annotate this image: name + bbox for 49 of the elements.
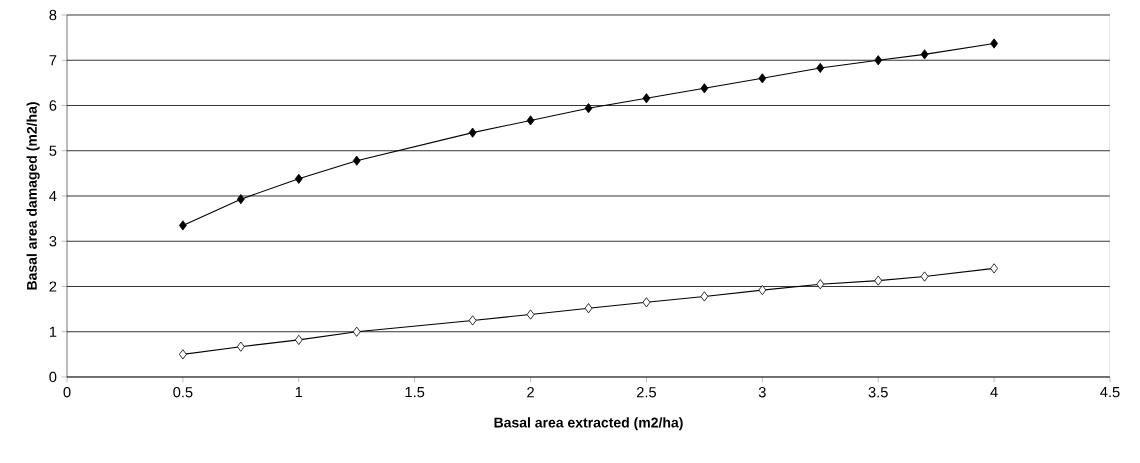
x-tick-label: 2.5 bbox=[636, 387, 657, 398]
y-axis-title: Basal area damaged (m2/ha) bbox=[26, 102, 40, 290]
y-tick-label: 6 bbox=[49, 100, 57, 111]
point bbox=[758, 73, 767, 84]
y-tick-label: 4 bbox=[49, 190, 57, 202]
point bbox=[236, 341, 245, 352]
point bbox=[816, 62, 825, 73]
point bbox=[584, 303, 593, 314]
y-tick-label: 5 bbox=[49, 145, 57, 156]
point bbox=[584, 103, 593, 114]
point bbox=[874, 55, 883, 66]
point bbox=[468, 127, 477, 138]
x-tick-label: 0.5 bbox=[173, 387, 193, 398]
point bbox=[526, 309, 535, 320]
y-tick-label: 1 bbox=[49, 326, 57, 337]
point bbox=[920, 271, 929, 282]
x-tick-label: 1 bbox=[295, 387, 303, 398]
point bbox=[816, 279, 825, 290]
x-tick-label: 3 bbox=[758, 387, 766, 398]
point bbox=[642, 297, 651, 308]
point bbox=[236, 194, 245, 205]
point bbox=[874, 275, 883, 286]
point bbox=[758, 285, 767, 296]
point bbox=[468, 315, 477, 326]
y-tick-label: 0 bbox=[49, 371, 57, 383]
x-tick-label: 4.5 bbox=[1100, 387, 1120, 398]
point bbox=[179, 349, 187, 360]
x-axis-title: Basal area extracted (m2/ha) bbox=[494, 417, 683, 431]
x-tick-label: 2 bbox=[527, 387, 534, 398]
y-tick-label: 8 bbox=[49, 9, 57, 21]
point bbox=[352, 326, 361, 337]
point bbox=[642, 93, 651, 104]
x-tick-label: 4 bbox=[990, 387, 998, 398]
x-tick-label: 3.5 bbox=[868, 387, 888, 398]
point bbox=[700, 291, 709, 302]
x-tick-label: 1.5 bbox=[405, 387, 425, 398]
point bbox=[294, 334, 303, 345]
point bbox=[179, 220, 187, 231]
y-tick-label: 2 bbox=[49, 281, 57, 292]
point bbox=[352, 155, 361, 166]
y-tick-label: 3 bbox=[49, 236, 57, 247]
x-tick-label: 0 bbox=[63, 387, 71, 398]
point bbox=[990, 263, 998, 274]
point bbox=[526, 115, 535, 126]
y-tick-label: 7 bbox=[49, 55, 57, 66]
point bbox=[294, 173, 303, 184]
point bbox=[920, 49, 929, 60]
point bbox=[990, 38, 998, 49]
point bbox=[700, 83, 709, 94]
